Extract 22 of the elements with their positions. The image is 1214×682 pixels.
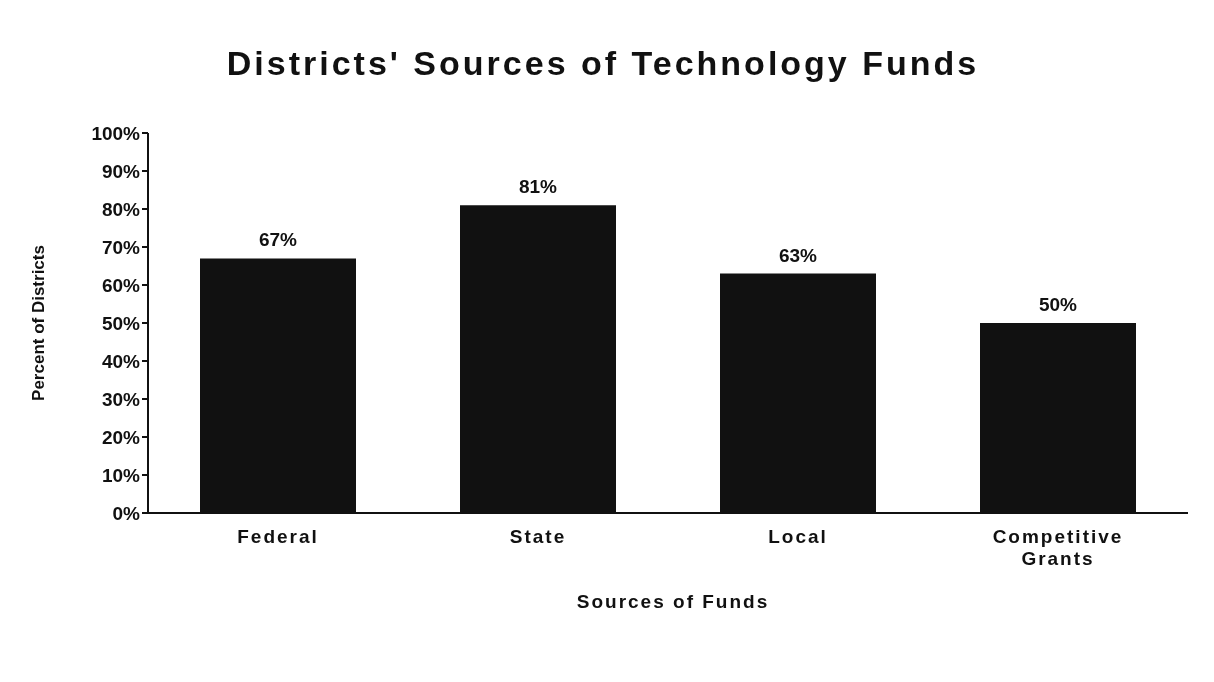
y-tick-label: 50% <box>101 312 141 334</box>
x-tick-label: Local <box>768 526 828 547</box>
y-tick-label: 10% <box>101 464 141 486</box>
chart-title: Districts' Sources of Technology Funds <box>225 43 981 84</box>
data-label: 67% <box>258 229 298 251</box>
y-tick-label: 40% <box>101 350 141 372</box>
y-tick-label: 60% <box>101 274 141 296</box>
data-label: 81% <box>518 176 558 198</box>
x-tick-label: Competitive Grants <box>992 526 1124 569</box>
x-tick-label: Federal <box>237 526 319 547</box>
y-tick-label: 100% <box>91 122 141 144</box>
y-tick-label: 30% <box>101 388 141 410</box>
y-tick-label: 0% <box>112 502 141 524</box>
x-tick-label: State <box>509 526 567 547</box>
x-axis-title: Sources of Funds <box>575 591 771 613</box>
data-label: 50% <box>1038 294 1078 315</box>
y-tick-label: 20% <box>101 426 141 448</box>
y-tick-label: 80% <box>101 198 141 220</box>
data-label: 63% <box>778 244 818 266</box>
y-tick-label: 70% <box>101 236 141 258</box>
y-tick-label: 90% <box>101 160 141 182</box>
y-axis-title: Percent of Districts <box>29 245 49 401</box>
